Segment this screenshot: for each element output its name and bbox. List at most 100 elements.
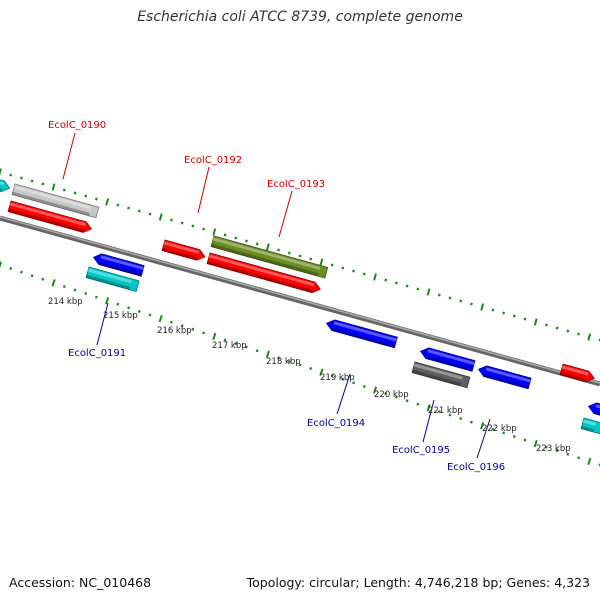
- tick-mark: [566, 329, 570, 333]
- tick-mark: [416, 402, 420, 406]
- accession-text: Accession: NC_010468: [9, 575, 152, 590]
- tick-mark: [105, 297, 110, 305]
- label-line-ecolc-0196: [476, 418, 491, 459]
- tick-mark: [341, 266, 345, 270]
- tick-mark: [416, 287, 420, 291]
- tick-mark: [180, 324, 184, 328]
- tick-mark: [395, 281, 398, 285]
- tick-mark: [362, 384, 366, 388]
- tick-mark: [287, 251, 291, 255]
- feature-misc: [0, 176, 11, 193]
- tick-mark: [373, 273, 377, 281]
- gene-label-ecolc-0194: EcolC_0194: [307, 418, 365, 429]
- tick-mark: [9, 173, 13, 177]
- tick-mark: [298, 254, 302, 258]
- feature-cds-ecolc-0193: [206, 252, 321, 294]
- tick-mark: [491, 427, 495, 431]
- label-line-ecolc-0195: [422, 399, 435, 443]
- kbp-label: 223 kbp: [536, 444, 571, 454]
- tick-mark: [566, 452, 570, 456]
- tick-mark: [84, 194, 88, 198]
- tick-mark: [0, 168, 2, 176]
- tick-mark: [437, 409, 441, 413]
- tick-mark: [127, 306, 131, 310]
- tick-mark: [105, 198, 110, 206]
- tick-mark: [234, 236, 238, 240]
- feature-gene-ecolc-0194: [325, 319, 398, 349]
- tick-mark: [158, 213, 163, 221]
- feature-gene-ecolc-0191: [92, 253, 145, 277]
- tick-mark: [41, 182, 45, 186]
- tick-mark: [0, 261, 3, 269]
- reverse-gene-labels: EcolC_0191 EcolC_0194 EcolC_0195 EcolC_0…: [68, 348, 505, 473]
- tick-mark: [448, 296, 452, 300]
- tick-mark: [459, 417, 463, 421]
- tick-mark: [287, 359, 291, 363]
- kbp-label: 214 kbp: [48, 297, 83, 307]
- kbp-label: 219 kbp: [320, 373, 355, 383]
- tick-mark: [202, 331, 206, 335]
- map-title: Escherichia coli ATCC 8739, complete gen…: [137, 9, 463, 25]
- label-line-ecolc-0190: [62, 132, 76, 180]
- feature-pseudo-ecolc-0190: [11, 183, 100, 219]
- tick-mark: [298, 363, 302, 367]
- backbone: [0, 215, 600, 387]
- tick-mark: [180, 221, 184, 225]
- tick-mark: [191, 224, 195, 228]
- tick-mark: [191, 327, 195, 331]
- tick-mark: [512, 314, 516, 318]
- tick-mark: [309, 257, 313, 261]
- gene-label-ecolc-0193: EcolC_0193: [267, 179, 325, 190]
- feature-gene-ecolc-0196: [477, 365, 532, 390]
- feature-cds-right: [559, 363, 595, 383]
- tick-mark: [523, 317, 527, 321]
- tick-mark: [491, 308, 495, 312]
- tick-mark: [426, 404, 431, 412]
- kbp-label: 222 kbp: [482, 424, 517, 434]
- feature-cds-ecolc-0190: [7, 200, 93, 233]
- tick-mark: [352, 381, 356, 385]
- tick-mark: [223, 233, 227, 237]
- kbp-label: 217 kbp: [212, 341, 247, 351]
- tick-mark: [372, 386, 378, 394]
- tick-mark: [426, 288, 431, 296]
- tick-mark: [277, 248, 280, 252]
- tick-mark: [170, 218, 173, 222]
- tick-mark: [341, 377, 345, 381]
- tick-mark: [470, 302, 473, 306]
- tick-mark: [362, 272, 366, 276]
- tick-mark: [234, 342, 238, 346]
- forward-tick-track: [0, 168, 600, 342]
- tick-mark: [255, 242, 259, 246]
- kbp-labels: 214 kbp 215 kbp 216 kbp 217 kbp 218 kbp …: [48, 297, 571, 454]
- tick-mark: [19, 270, 23, 274]
- tick-mark: [384, 278, 388, 282]
- tick-mark: [587, 457, 592, 466]
- feature-gene-right: [587, 402, 600, 418]
- tick-mark: [265, 350, 270, 358]
- gene-label-ecolc-0195: EcolC_0195: [392, 445, 450, 456]
- tick-mark: [352, 269, 355, 273]
- tick-mark: [30, 274, 34, 278]
- label-lines: [62, 132, 491, 459]
- tick-mark: [533, 318, 538, 326]
- tick-mark: [480, 422, 485, 430]
- tick-mark: [212, 332, 217, 341]
- tick-mark: [20, 176, 23, 180]
- forward-gene-labels: EcolC_0190 EcolC_0192 EcolC_0193: [48, 120, 325, 190]
- tick-mark: [533, 439, 538, 448]
- tick-mark: [330, 263, 334, 267]
- tick-mark: [51, 279, 56, 287]
- gene-label-ecolc-0190: EcolC_0190: [48, 120, 106, 131]
- tick-mark: [73, 191, 77, 195]
- tick-mark: [480, 303, 485, 311]
- tick-mark: [30, 179, 34, 183]
- label-line-ecolc-0194: [336, 373, 351, 415]
- tick-mark: [544, 445, 548, 449]
- tick-mark: [394, 395, 398, 399]
- genome-summary-text: Topology: circular; Length: 4,746,218 bp…: [246, 575, 590, 590]
- tick-mark: [212, 228, 217, 236]
- feature-misc-ecolc-0191: [85, 266, 140, 292]
- feature-track: [0, 176, 600, 435]
- label-line-ecolc-0192: [197, 166, 210, 214]
